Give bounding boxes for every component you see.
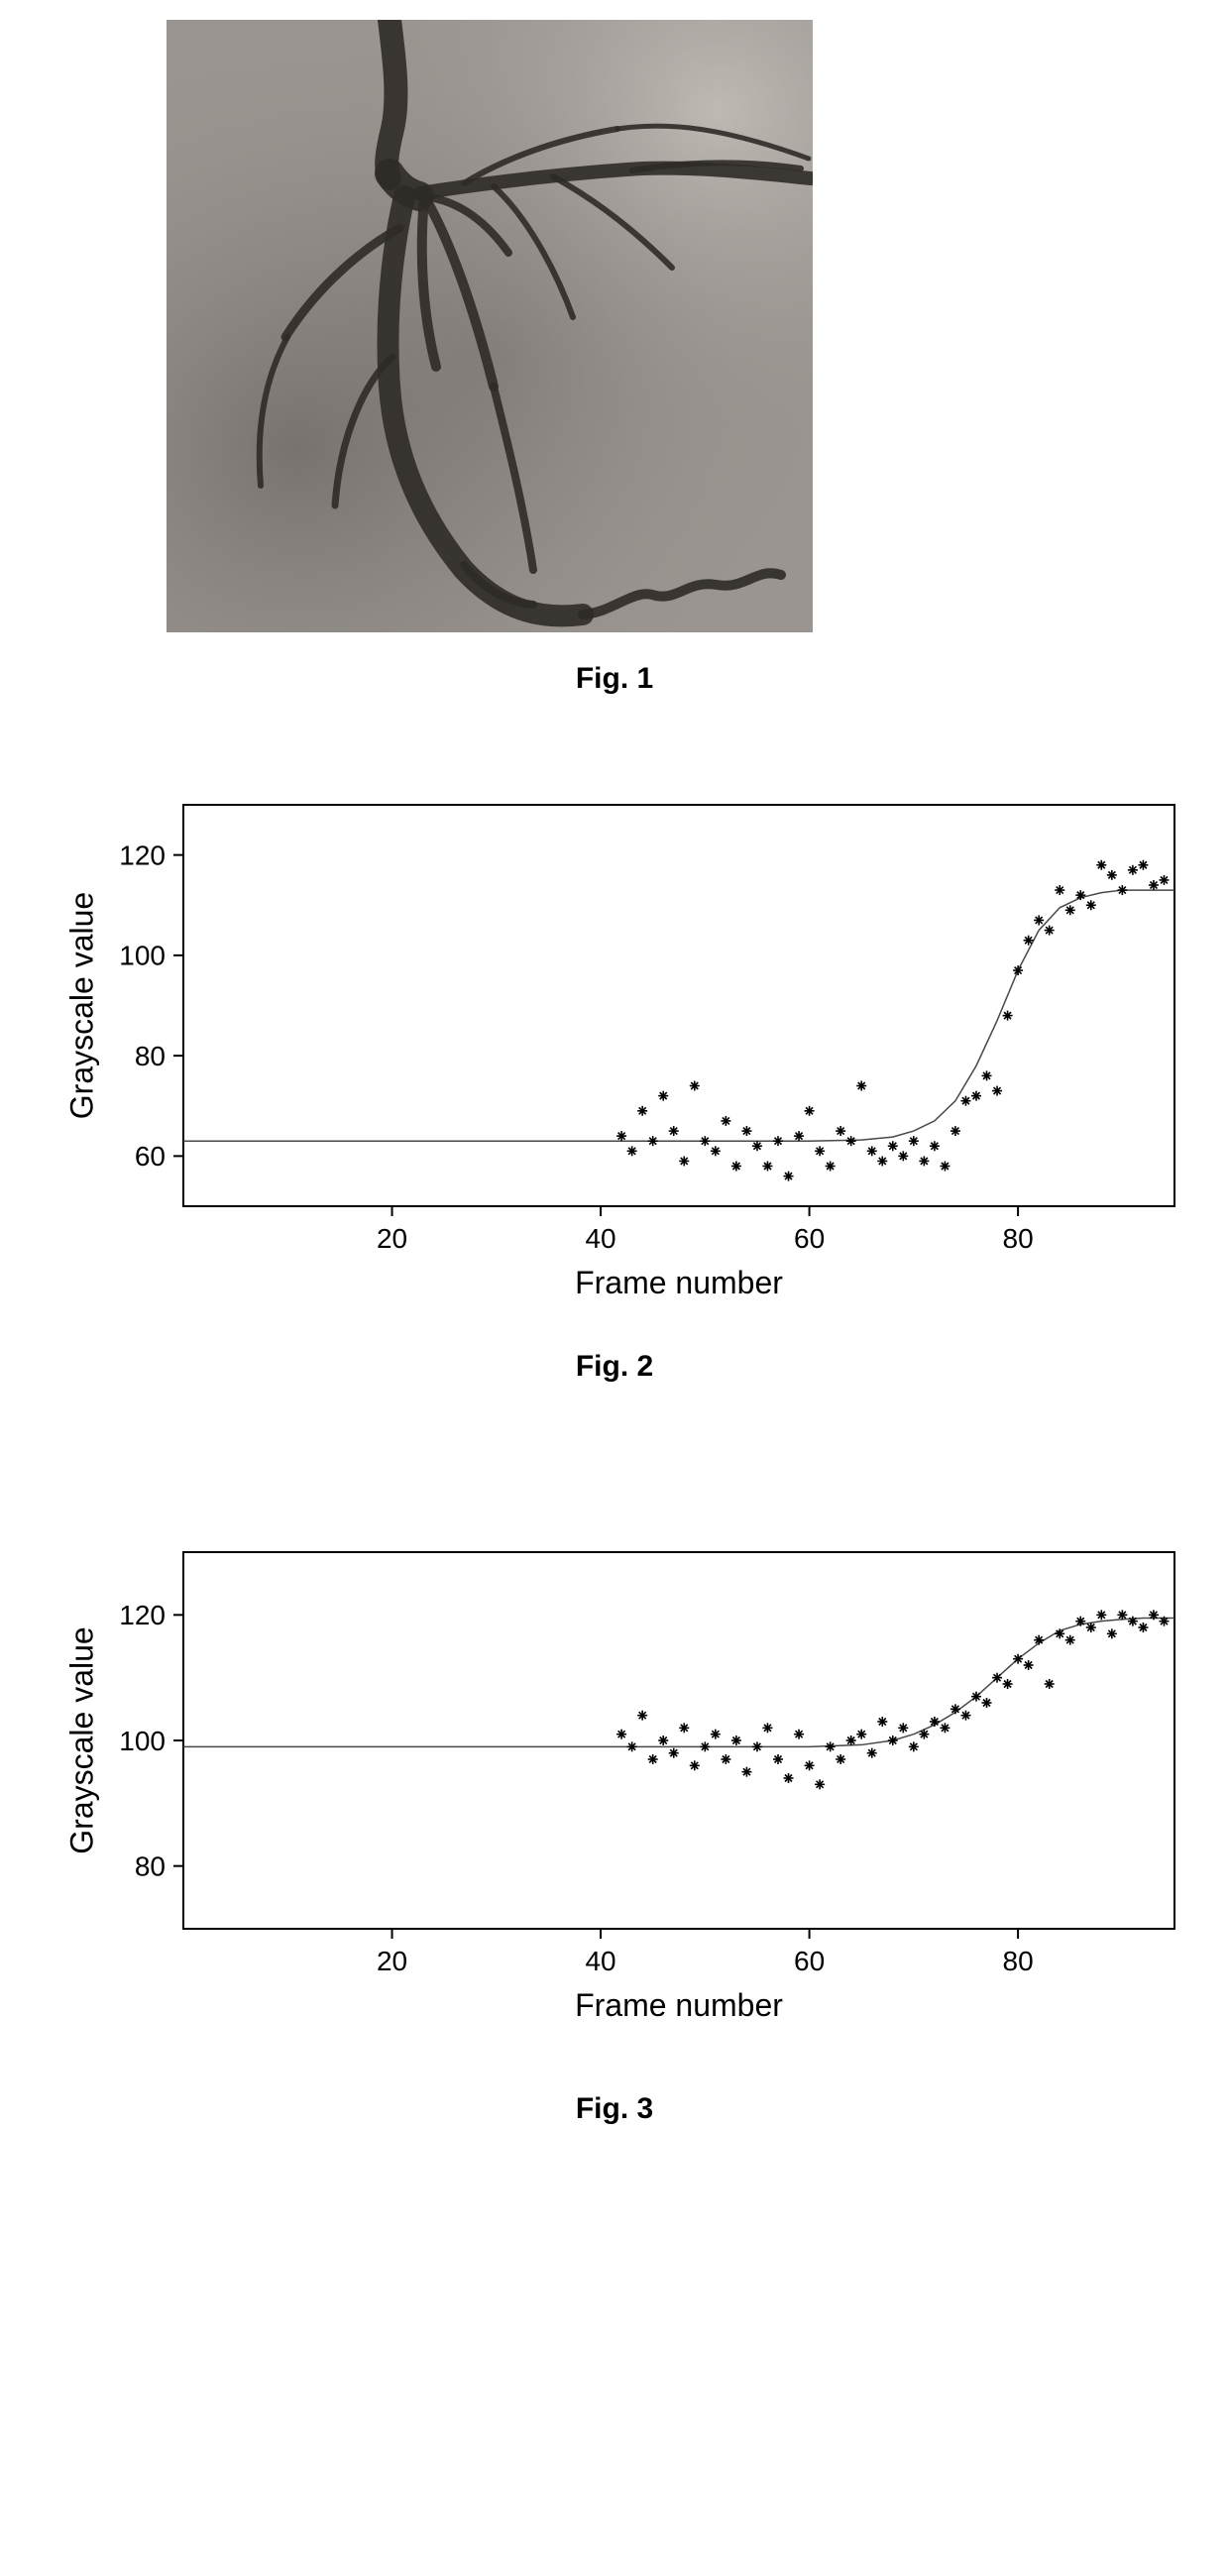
figure-1-caption: Fig. 1	[0, 662, 1229, 696]
figure-2: 20 40 60 80 60 80 100 120 Frame number Grayscale …	[0, 775, 1229, 1384]
svg-text:Grayscale value: Grayscale value	[63, 1626, 99, 1853]
figure-2-chart: 20 40 60 80 60 80 100 120 Frame number Grayscale …	[0, 775, 1229, 1300]
figure-3-chart: 20 40 60 80 80 100 120 Frame number Grayscale va…	[0, 1522, 1229, 2023]
figure-1: Fig. 1	[0, 20, 1229, 696]
angiogram-image	[167, 20, 813, 632]
svg-text:120: 120	[119, 840, 166, 870]
svg-text:20: 20	[377, 1223, 407, 1254]
svg-text:80: 80	[1003, 1223, 1034, 1254]
svg-text:80: 80	[135, 1850, 166, 1881]
svg-text:100: 100	[119, 1726, 166, 1756]
svg-text:40: 40	[585, 1223, 615, 1254]
figure-2-caption: Fig. 2	[0, 1350, 1229, 1384]
svg-text:60: 60	[794, 1946, 825, 1976]
svg-text:80: 80	[1003, 1946, 1034, 1976]
svg-text:20: 20	[377, 1946, 407, 1976]
figure-3: 20 40 60 80 80 100 120 Frame number Grayscale va…	[0, 1522, 1229, 2126]
svg-text:80: 80	[135, 1041, 166, 1071]
svg-text:120: 120	[119, 1600, 166, 1630]
svg-text:Frame number: Frame number	[575, 1987, 783, 2023]
svg-text:60: 60	[794, 1223, 825, 1254]
figure-3-caption: Fig. 3	[0, 2092, 1229, 2126]
svg-text:60: 60	[135, 1141, 166, 1172]
svg-text:100: 100	[119, 941, 166, 971]
svg-text:Frame number: Frame number	[575, 1265, 783, 1300]
svg-text:Grayscale value: Grayscale value	[63, 892, 99, 1119]
svg-text:40: 40	[585, 1946, 615, 1976]
